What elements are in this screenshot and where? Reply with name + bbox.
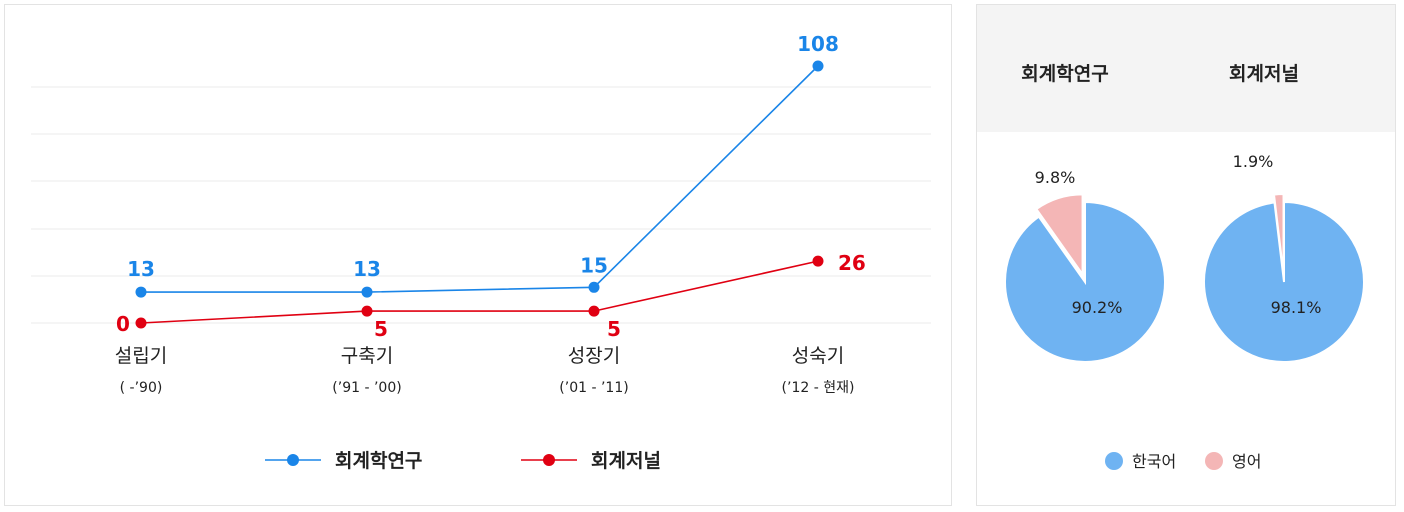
- x-tick-label: 성장기: [568, 345, 620, 367]
- x-tick-sublabel: (’01 - ’11): [559, 380, 628, 396]
- series-line-1: [141, 65, 819, 293]
- pie-value-label: 98.1%: [1271, 298, 1322, 317]
- line-chart: 설립기 ( -’90) 구축기 (’91 - ’00) 성장기 (’01 - ’11) 성숙…: [31, 32, 931, 472]
- data-point: [588, 305, 600, 317]
- pie-value-label: 1.9%: [1233, 152, 1274, 171]
- pie-slice-영어: [1272, 193, 1285, 275]
- data-label: 5: [374, 317, 388, 341]
- x-tick-sublabel: ( -’90): [120, 380, 163, 396]
- pie-slice-한국어: [1203, 200, 1365, 363]
- data-label: 26: [838, 251, 866, 275]
- data-point: [812, 255, 824, 267]
- x-tick-label: 구축기: [341, 345, 393, 367]
- legend-marker: [543, 454, 555, 466]
- pie-chart-panel: 회계학연구 90.2% 9.8% 회계저널 98.1% 1.9% 한국어 영어: [976, 4, 1396, 506]
- pie-slice-영어: [1034, 193, 1084, 278]
- pie-value-label: 9.8%: [1035, 168, 1076, 187]
- data-point: [135, 317, 147, 329]
- legend-label: 회계학연구: [335, 450, 422, 472]
- x-tick-label: 성숙기: [792, 345, 844, 367]
- data-label: 108: [797, 32, 839, 56]
- line-chart-panel: 설립기 ( -’90) 구축기 (’91 - ’00) 성장기 (’01 - ’11) 성숙…: [4, 4, 952, 506]
- data-point: [361, 305, 373, 317]
- data-point: [135, 286, 147, 298]
- data-point: [361, 286, 373, 298]
- pie-title: 회계학연구: [1021, 63, 1108, 85]
- data-label: 15: [580, 253, 608, 277]
- data-label: 13: [127, 257, 155, 281]
- legend-marker: [1105, 452, 1123, 470]
- x-tick-sublabel: (’91 - ’00): [332, 380, 401, 396]
- data-label: 5: [607, 317, 621, 341]
- series-line-2: [140, 260, 819, 324]
- x-tick-label: 설립기: [115, 345, 167, 367]
- data-label: 13: [353, 257, 381, 281]
- pie-header: [977, 5, 1395, 132]
- legend-label: 한국어: [1132, 452, 1176, 471]
- legend-label: 회계저널: [591, 450, 661, 472]
- pie-value-label: 90.2%: [1072, 298, 1123, 317]
- pie-charts: 회계학연구 90.2% 9.8% 회계저널 98.1% 1.9% 한국어 영어: [1004, 63, 1365, 471]
- pie-slice-한국어: [1004, 200, 1166, 363]
- pie-title: 회계저널: [1229, 63, 1299, 85]
- legend-label: 영어: [1232, 452, 1261, 471]
- legend-marker: [1205, 452, 1223, 470]
- legend-marker: [287, 454, 299, 466]
- data-point: [588, 281, 600, 293]
- x-tick-sublabel: (’12 - 현재): [782, 380, 855, 396]
- data-point: [812, 60, 824, 72]
- data-label: 0: [116, 312, 130, 336]
